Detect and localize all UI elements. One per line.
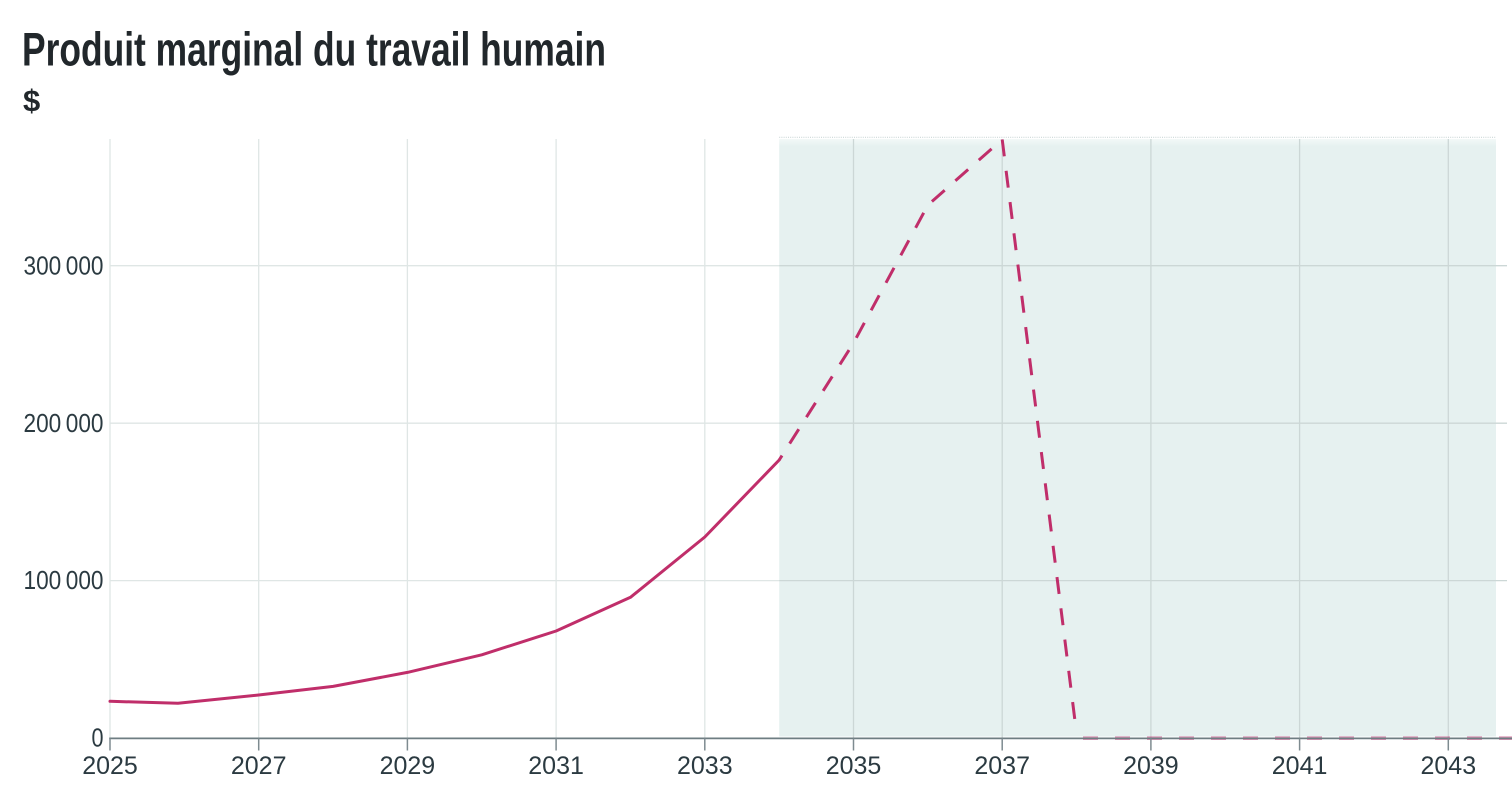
svg-text:0: 0 [92, 722, 104, 752]
svg-text:2039: 2039 [1123, 752, 1179, 780]
svg-text:2027: 2027 [231, 752, 287, 780]
svg-text:2041: 2041 [1272, 752, 1328, 780]
svg-text:Produit marginal du travail hu: Produit marginal du travail humain [22, 23, 606, 76]
svg-text:2029: 2029 [380, 752, 436, 780]
svg-text:100 000: 100 000 [24, 565, 104, 595]
svg-text:2025: 2025 [82, 752, 138, 780]
svg-text:2035: 2035 [826, 752, 882, 780]
svg-text:2037: 2037 [974, 752, 1030, 780]
svg-text:$: $ [23, 83, 40, 118]
svg-text:2043: 2043 [1420, 752, 1476, 780]
svg-text:200 000: 200 000 [24, 408, 104, 438]
svg-text:2033: 2033 [677, 752, 733, 780]
svg-text:300 000: 300 000 [24, 250, 104, 280]
svg-text:2031: 2031 [528, 752, 584, 780]
